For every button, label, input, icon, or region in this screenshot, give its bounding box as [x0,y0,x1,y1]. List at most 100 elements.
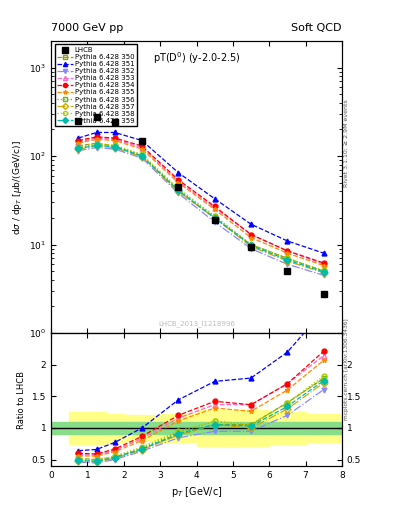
Pythia 6.428 353 [176,178,181,184]
Pythia 6.428 356 [321,268,326,274]
Y-axis label: d$\sigma$ / dp$_T$ [$\mu$b/(GeV/c)]: d$\sigma$ / dp$_T$ [$\mu$b/(GeV/c)] [11,140,24,234]
Text: LHCB_2013_I1218996: LHCB_2013_I1218996 [158,321,235,327]
Pythia 6.428 350 [176,188,181,195]
Pythia 6.428 357 [76,146,81,152]
Pythia 6.428 354 [112,135,117,141]
Pythia 6.428 356 [176,186,181,193]
Line: Pythia 6.428 353: Pythia 6.428 353 [76,136,326,267]
Pythia 6.428 356 [94,141,99,147]
Pythia 6.428 353 [285,248,290,254]
Text: 7000 GeV pp: 7000 GeV pp [51,23,123,33]
Pythia 6.428 353 [112,136,117,142]
Pythia 6.428 356 [112,143,117,149]
Pythia 6.428 354 [176,177,181,183]
Line: Pythia 6.428 359: Pythia 6.428 359 [76,143,326,274]
Pythia 6.428 358 [212,213,217,219]
Pythia 6.428 351 [321,250,326,257]
Pythia 6.428 351 [112,130,117,136]
Pythia 6.428 355 [112,137,117,143]
Line: Pythia 6.428 355: Pythia 6.428 355 [76,137,326,268]
Pythia 6.428 354 [212,203,217,209]
X-axis label: p$_T$ [GeV/c]: p$_T$ [GeV/c] [171,485,222,499]
Pythia 6.428 351 [212,196,217,202]
Pythia 6.428 351 [285,238,290,244]
Pythia 6.428 351 [249,221,253,227]
Pythia 6.428 350 [321,268,326,274]
Pythia 6.428 359 [112,144,117,150]
Line: LHCB: LHCB [75,113,327,297]
Pythia 6.428 355 [285,250,290,257]
Legend: LHCB, Pythia 6.428 350, Pythia 6.428 351, Pythia 6.428 352, Pythia 6.428 353, Py: LHCB, Pythia 6.428 350, Pythia 6.428 351… [55,45,137,126]
Pythia 6.428 359 [76,145,81,152]
Pythia 6.428 354 [140,143,144,149]
Pythia 6.428 351 [140,137,144,143]
Pythia 6.428 352 [249,246,253,252]
Text: Soft QCD: Soft QCD [292,23,342,33]
LHCB [176,184,181,190]
LHCB [76,118,81,124]
Pythia 6.428 356 [140,152,144,158]
Pythia 6.428 351 [94,130,99,136]
Pythia 6.428 354 [285,248,290,254]
Pythia 6.428 354 [321,260,326,266]
Pythia 6.428 357 [285,258,290,264]
Pythia 6.428 358 [112,142,117,148]
Pythia 6.428 355 [140,146,144,152]
Pythia 6.428 350 [249,242,253,248]
Pythia 6.428 357 [94,143,99,149]
Pythia 6.428 359 [94,142,99,148]
Line: Pythia 6.428 356: Pythia 6.428 356 [76,142,326,274]
Pythia 6.428 356 [285,255,290,262]
Pythia 6.428 357 [212,215,217,221]
LHCB [112,119,117,125]
LHCB [285,268,290,274]
Pythia 6.428 358 [94,141,99,147]
Pythia 6.428 354 [76,137,81,143]
Pythia 6.428 355 [94,136,99,142]
Pythia 6.428 350 [140,153,144,159]
Pythia 6.428 352 [76,147,81,154]
Pythia 6.428 357 [249,244,253,250]
Pythia 6.428 352 [212,219,217,225]
Text: pT(D$^0$) (y-2.0-2.5): pT(D$^0$) (y-2.0-2.5) [152,50,241,66]
Line: Pythia 6.428 354: Pythia 6.428 354 [76,135,326,265]
Line: Pythia 6.428 350: Pythia 6.428 350 [76,141,326,274]
Pythia 6.428 359 [140,153,144,159]
Pythia 6.428 352 [112,146,117,152]
Pythia 6.428 358 [76,143,81,150]
Pythia 6.428 358 [140,151,144,157]
Pythia 6.428 359 [212,215,217,221]
LHCB [321,290,326,296]
Pythia 6.428 352 [94,144,99,151]
Pythia 6.428 352 [285,261,290,267]
Pythia 6.428 358 [285,255,290,262]
Pythia 6.428 355 [249,234,253,241]
Pythia 6.428 354 [249,231,253,238]
Pythia 6.428 350 [76,143,81,149]
Pythia 6.428 355 [176,180,181,186]
Pythia 6.428 357 [176,188,181,195]
Pythia 6.428 353 [140,144,144,151]
Pythia 6.428 354 [94,134,99,140]
Line: Pythia 6.428 352: Pythia 6.428 352 [76,145,326,278]
Line: Pythia 6.428 358: Pythia 6.428 358 [76,141,326,273]
Pythia 6.428 357 [321,270,326,276]
Pythia 6.428 353 [94,135,99,141]
Text: mcplots.cern.ch [arXiv:1306.3436]: mcplots.cern.ch [arXiv:1306.3436] [344,318,349,419]
Pythia 6.428 351 [176,169,181,176]
Pythia 6.428 352 [321,272,326,279]
Pythia 6.428 353 [212,205,217,211]
Pythia 6.428 359 [249,242,253,248]
Pythia 6.428 353 [76,139,81,145]
Pythia 6.428 355 [321,263,326,269]
Pythia 6.428 357 [140,154,144,160]
LHCB [249,244,253,250]
Pythia 6.428 352 [140,155,144,161]
Line: Pythia 6.428 357: Pythia 6.428 357 [76,143,326,275]
Pythia 6.428 356 [212,213,217,219]
Pythia 6.428 355 [212,206,217,212]
Pythia 6.428 359 [176,187,181,194]
Pythia 6.428 350 [112,143,117,149]
Pythia 6.428 351 [76,135,81,141]
Pythia 6.428 359 [321,269,326,275]
